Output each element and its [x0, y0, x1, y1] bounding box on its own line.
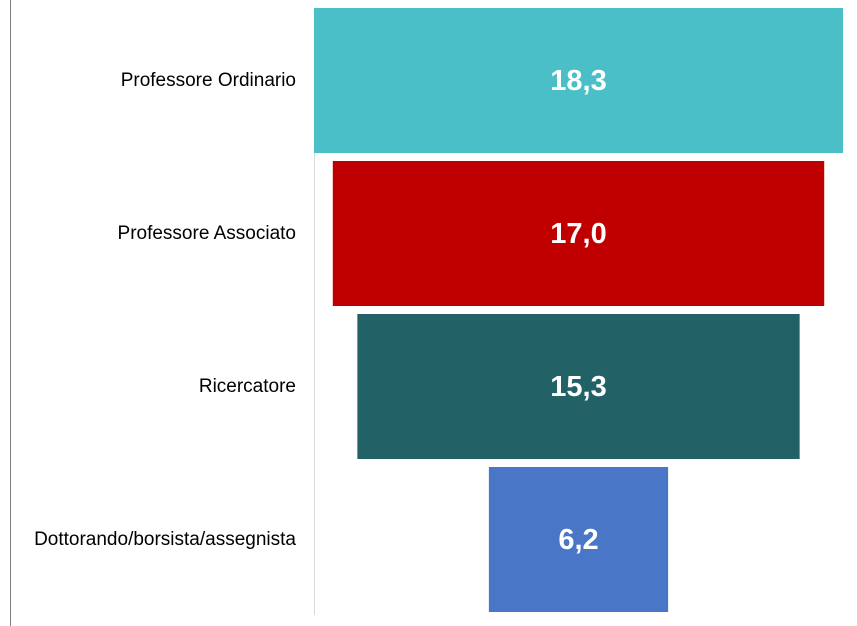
category-label-box: Professore Ordinario — [20, 8, 296, 153]
funnel-bar — [488, 467, 669, 612]
category-label-box: Professore Associato — [20, 161, 296, 306]
category-label: Dottorando/borsista/assegnista — [34, 528, 296, 550]
funnel-bar — [357, 314, 800, 459]
value-label: 17,0 — [550, 218, 606, 250]
category-label: Ricercatore — [198, 375, 296, 397]
category-label: Professore Associato — [117, 222, 296, 244]
funnel-bar — [332, 161, 825, 306]
funnel-bar — [314, 8, 843, 153]
value-label: 6,2 — [558, 524, 598, 556]
category-label-box: Ricercatore — [20, 314, 296, 459]
value-label: 15,3 — [550, 371, 606, 403]
value-label: 18,3 — [550, 65, 606, 97]
category-label-box: Dottorando/borsista/assegnista — [20, 467, 296, 612]
category-label: Professore Ordinario — [120, 69, 296, 91]
